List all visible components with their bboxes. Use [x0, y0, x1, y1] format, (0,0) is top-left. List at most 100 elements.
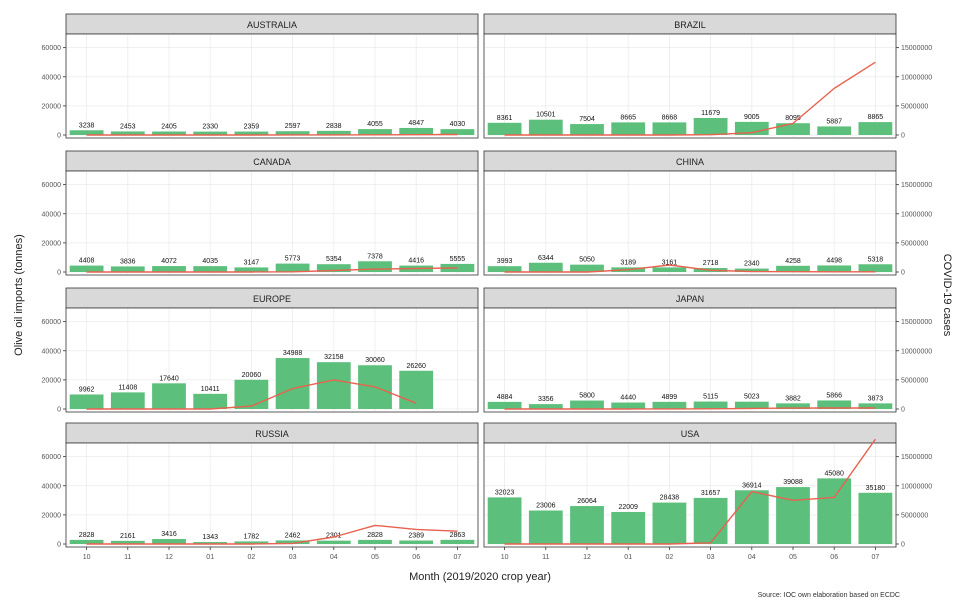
y-tick-label-left: 0 [57, 270, 61, 277]
x-tick-label: 06 [830, 554, 838, 561]
bar-value-label: 5887 [826, 118, 842, 125]
panel-plot-area [483, 170, 897, 276]
bar-value-label: 4030 [450, 121, 466, 128]
x-tick-label: 04 [748, 554, 756, 561]
panel-europe: EUROPE 9962 11408 17640 10411 20060 34988 32158… [42, 287, 479, 414]
panel-title: AUSTRALIA [247, 20, 297, 30]
bar [570, 124, 604, 135]
source-note: Source: IOC own elaboration based on ECD… [758, 592, 900, 599]
bar-value-label: 2597 [285, 123, 301, 130]
bar-value-label: 20060 [242, 372, 262, 379]
panel-china: CHINA 3993 6344 5050 3189 3161 2718 2340 4258 449… [483, 150, 932, 277]
x-tick-label: 01 [624, 554, 632, 561]
bar-value-label: 11679 [701, 110, 720, 117]
covid-cases-line [504, 61, 876, 136]
y-tick-label-right: 0 [901, 270, 905, 277]
bar [817, 400, 852, 409]
bar [110, 131, 145, 135]
bar-value-label: 4055 [367, 121, 383, 128]
bar [693, 117, 728, 135]
bar [817, 265, 852, 272]
x-tick-label: 03 [289, 554, 297, 561]
bar-value-label: 7504 [579, 116, 595, 123]
panel-brazil: BRAZIL 8361 10501 7504 8665 8668 11679 9005 8095… [483, 13, 932, 140]
y-tick-label-right: 5000000 [901, 240, 928, 247]
bar-value-label: 2301 [326, 533, 342, 540]
bar [858, 122, 893, 135]
y-tick-label-left: 20000 [42, 377, 62, 384]
bar-value-label: 7378 [367, 253, 383, 260]
bar-value-label: 3238 [79, 122, 95, 129]
y-tick-label-left: 40000 [42, 348, 62, 355]
bar [69, 394, 104, 409]
bar-value-label: 2863 [450, 532, 466, 539]
bar [275, 540, 310, 544]
y-tick-label-left: 60000 [42, 454, 62, 461]
bar-value-label: 2405 [161, 123, 177, 130]
bar-value-label: 2462 [285, 532, 301, 539]
bar-value-label: 35180 [866, 485, 886, 492]
y-tick-label-right: 5000000 [901, 377, 928, 384]
y-tick-label-right: 10000000 [901, 483, 932, 490]
panel-title: RUSSIA [255, 429, 289, 439]
bar-value-label: 22009 [618, 504, 638, 511]
bar-value-label: 3873 [868, 395, 884, 402]
bar-value-label: 5773 [285, 256, 301, 263]
bar [152, 131, 186, 135]
panel-plot-area [483, 307, 897, 413]
bar-value-label: 8665 [620, 114, 636, 121]
x-tick-label: 10 [83, 554, 91, 561]
x-tick-label: 03 [707, 554, 715, 561]
x-tick-label: 02 [248, 554, 256, 561]
panel-japan: JAPAN 4884 3356 5800 4440 4899 5115 5023 3882 586… [483, 287, 932, 414]
bar [652, 502, 687, 544]
bar [193, 266, 228, 272]
bar [652, 122, 687, 135]
bar-value-label: 3161 [662, 259, 678, 266]
bar-value-label: 36914 [742, 482, 762, 489]
panel-title: CHINA [676, 157, 704, 167]
bar-value-label: 8865 [868, 114, 884, 121]
x-axis-title: Month (2019/2020 crop year) [409, 571, 551, 583]
y-tick-label-right: 15000000 [901, 182, 932, 189]
bar-value-label: 2718 [703, 260, 719, 267]
x-tick-label: 05 [789, 554, 797, 561]
y-tick-label-right: 10000000 [901, 74, 932, 81]
panel-plot-area [65, 170, 479, 276]
y-tick-label-right: 0 [901, 133, 905, 140]
covid-cases-line [86, 133, 458, 136]
bar [193, 542, 228, 544]
bar-value-label: 6344 [538, 255, 554, 262]
bar [69, 265, 104, 272]
bar-value-label: 28438 [660, 495, 680, 502]
bar-value-label: 39088 [783, 479, 803, 486]
panel-title: BRAZIL [674, 20, 706, 30]
bar [734, 490, 769, 544]
bar-value-label: 5866 [826, 392, 842, 399]
bar-value-label: 10411 [201, 386, 220, 393]
x-tick-label: 10 [501, 554, 509, 561]
x-tick-label: 06 [412, 554, 420, 561]
bar [316, 540, 351, 544]
bar [652, 401, 687, 409]
y-tick-label-left: 40000 [42, 483, 62, 490]
bar [528, 119, 563, 135]
y-tick-label-right: 5000000 [901, 512, 928, 519]
bar [528, 262, 563, 272]
y-tick-label-right: 0 [901, 542, 905, 549]
bar-value-label: 2340 [744, 261, 760, 268]
bar-value-label: 4072 [161, 258, 177, 265]
bar-value-label: 2453 [120, 123, 136, 130]
bar [234, 267, 269, 272]
bar-value-label: 2161 [120, 533, 136, 540]
bar [316, 264, 351, 272]
bar [316, 130, 351, 135]
panel-plot-area [65, 442, 479, 548]
bar-value-label: 2838 [326, 123, 342, 130]
bar-value-label: 3416 [161, 531, 177, 538]
bar [734, 121, 769, 135]
bar [776, 123, 810, 135]
bar [152, 539, 186, 544]
bar [858, 403, 893, 409]
